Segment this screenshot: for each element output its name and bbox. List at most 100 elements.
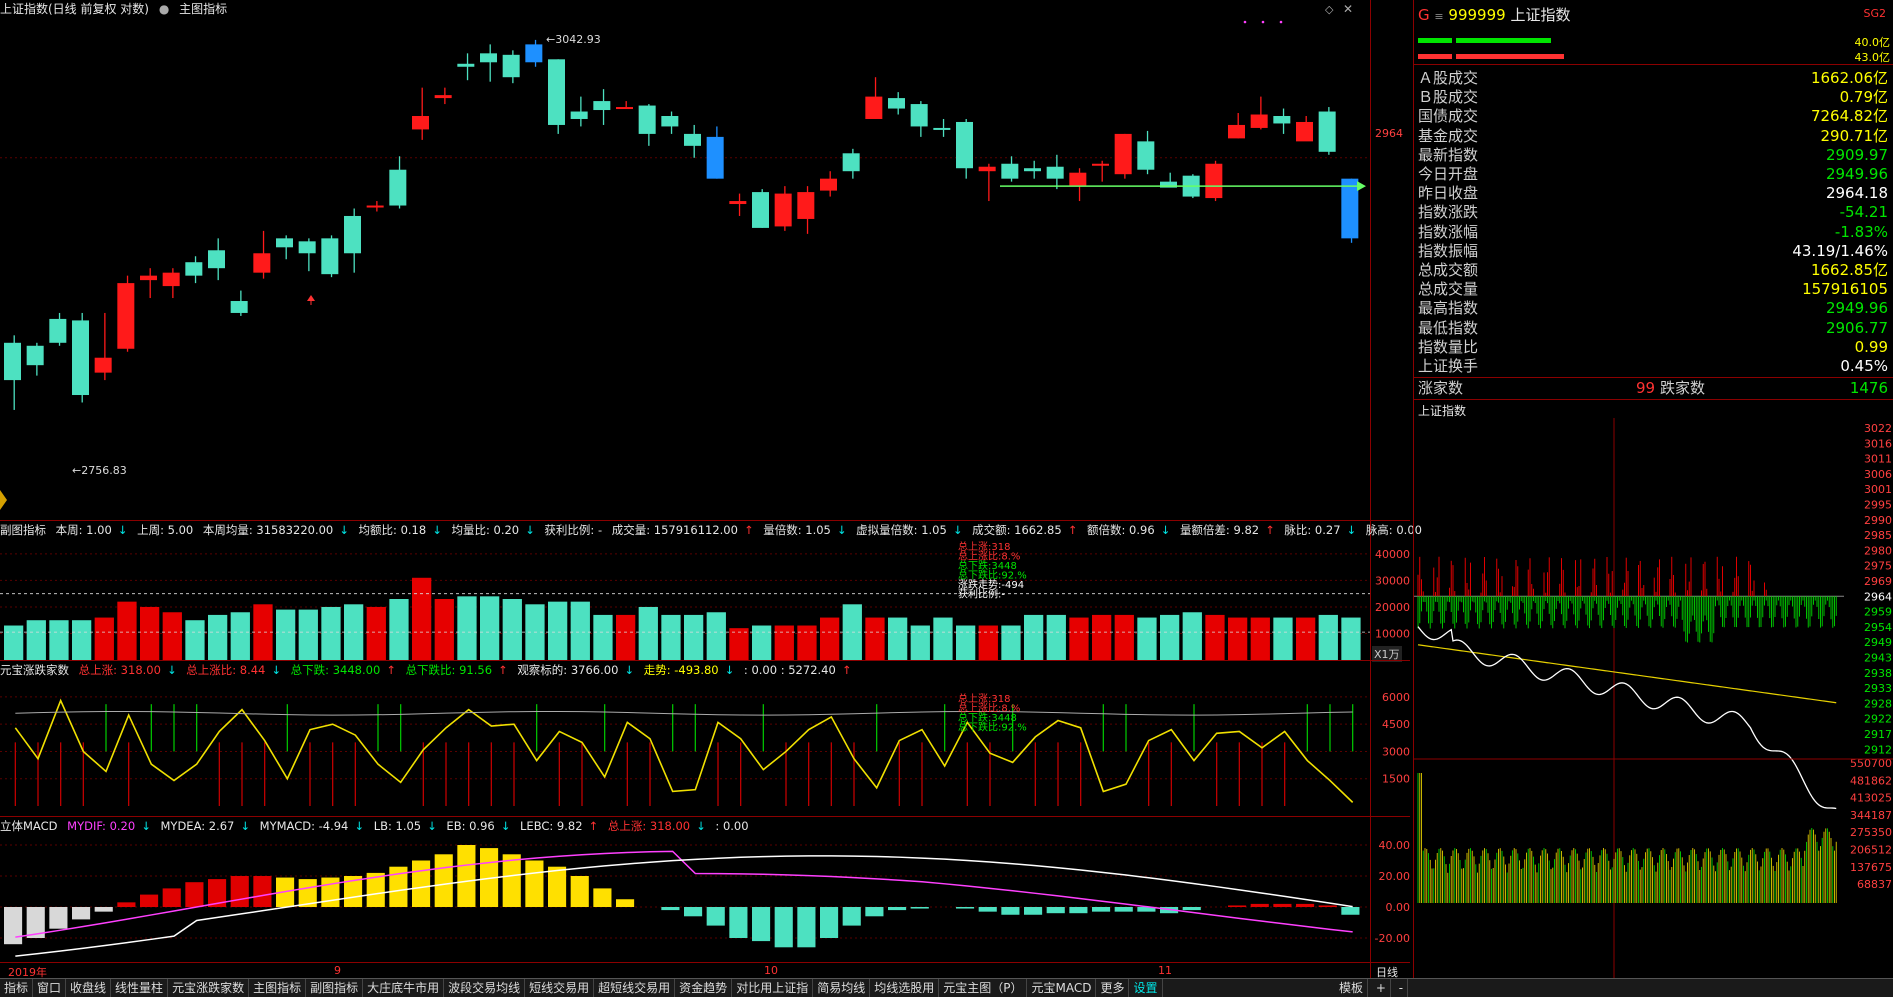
volume-bar — [570, 601, 590, 660]
volume-bar — [366, 606, 386, 660]
intraday-chart[interactable]: 3022 3016 3011 3006 3001 2995 2990 2985 2980 2975… — [1414, 418, 1893, 978]
volume-bar — [140, 606, 160, 660]
price-line — [1417, 626, 1837, 810]
tab-item[interactable]: 更多 — [1096, 979, 1130, 997]
tab-item[interactable]: 超短线交易用 — [594, 979, 676, 997]
volume-bar — [480, 596, 500, 660]
candle-body — [321, 238, 339, 275]
volume-bar — [774, 625, 794, 660]
quote-row: 基金成交 290.71亿 — [1418, 127, 1888, 146]
quote-row-label: 今日开盘 — [1418, 165, 1479, 183]
axis-label: 2975 — [1864, 560, 1892, 573]
axis-label: 20.00 — [1379, 870, 1411, 883]
sub2-name[interactable]: 元宝涨跌家数 — [0, 663, 69, 677]
macd-bar — [1069, 907, 1088, 914]
indicator-dot-icon: ● — [158, 2, 170, 16]
macd-bar — [910, 907, 929, 909]
quote-row-value: 2909.97 — [1825, 145, 1888, 164]
sub2-item: 总上涨比: 8.44 — [186, 663, 266, 677]
macd-bar — [706, 907, 725, 926]
quote-row: 指数量比 0.99 — [1418, 338, 1888, 357]
menu-icon[interactable]: ≡ — [1434, 10, 1444, 23]
macd-chart[interactable]: 40.00 20.00 0.00 -20.00 — [0, 834, 1410, 962]
buy-strength-bar — [1456, 38, 1551, 43]
macd-bar — [842, 907, 861, 926]
tab-item[interactable]: 元宝MACD — [1027, 979, 1097, 997]
main-indicator-label[interactable]: 主图指标 — [179, 2, 228, 16]
candle-body — [344, 215, 361, 254]
tab-item[interactable]: 波段交易均线 — [444, 979, 526, 997]
sub2-item: 总下跌比: 91.56 — [405, 663, 493, 677]
overlay-text: 总下跌:3448 — [958, 711, 1017, 724]
volume-bar — [502, 599, 522, 660]
macd-bar — [774, 907, 793, 948]
remove-tab-button[interactable]: - — [1395, 979, 1409, 997]
trend-arrow-head — [1357, 181, 1366, 192]
sub2-item: 总下跌: 3448.00 — [290, 663, 381, 677]
quote-row: 总成交量 157916105 — [1418, 280, 1888, 299]
sub1-item: 脉比: 0.27 — [1284, 523, 1341, 537]
tab-item[interactable]: 均线选股用 — [870, 979, 940, 997]
sub3-item: 总上涨: 318.00 — [607, 819, 691, 833]
breadth-chart[interactable]: 6000 4500 3000 1500 总上涨:318总上涨比:8.%总下跌:3448总… — [0, 678, 1410, 816]
candle-body — [842, 153, 860, 172]
quote-row-value: 1662.85亿 — [1810, 261, 1888, 279]
tab-item[interactable]: 指标 — [0, 979, 34, 997]
candlestick-chart[interactable]: ←3042.93 ←2756.83 — [0, 18, 1410, 518]
volume-chart[interactable]: 40000 30000 20000 10000 总上涨:318总上涨比:8.%总下跌:3… — [0, 538, 1410, 660]
left-scroll-handle[interactable] — [0, 490, 7, 510]
main-chart-title[interactable]: 上证指数(日线 前复权 对数) — [0, 2, 149, 16]
period-label[interactable]: 日线 — [1376, 966, 1398, 979]
tab-item[interactable]: 大庄底牛市用 — [363, 979, 445, 997]
tab-item[interactable]: 收盘线 — [66, 979, 112, 997]
axis-label: 10000 — [1375, 627, 1410, 640]
close-icon[interactable]: ✕ — [1343, 2, 1354, 16]
volume-bar — [978, 625, 998, 660]
candle-body — [1046, 166, 1064, 179]
sub2-item: 总上涨: 318.00 — [78, 663, 161, 677]
quote-row: 今日开盘 2949.96 — [1418, 165, 1888, 184]
tab-item[interactable]: 简易均线 — [813, 979, 871, 997]
axis-label: 2943 — [1864, 652, 1892, 665]
sell-strength-bar — [1418, 54, 1452, 59]
candle-body — [638, 105, 656, 134]
macd-bar — [366, 872, 385, 907]
axis-label: 3006 — [1864, 468, 1892, 481]
candle-body — [1160, 181, 1177, 188]
tab-item[interactable]: 窗口 — [33, 979, 67, 997]
tab-item[interactable]: 元宝主图（P） — [939, 979, 1028, 997]
tab-item[interactable]: 资金趋势 — [675, 979, 733, 997]
candle-body — [1205, 163, 1223, 199]
tab-item[interactable]: 短线交易用 — [525, 979, 595, 997]
tab-item[interactable]: 设置 — [1129, 979, 1163, 997]
tab-item[interactable]: 线性量柱 — [111, 979, 169, 997]
candle-body — [593, 101, 611, 111]
template-button[interactable]: 模板 — [1335, 979, 1369, 997]
macd-bar — [412, 860, 431, 907]
tab-item[interactable]: 对比用上证指 — [732, 979, 814, 997]
add-tab-button[interactable]: + — [1372, 979, 1391, 997]
macd-bar — [525, 860, 544, 907]
tab-item[interactable]: 副图指标 — [306, 979, 364, 997]
axis-label: 2985 — [1864, 529, 1892, 542]
candle-body — [752, 192, 769, 228]
sub1-name[interactable]: 副图指标 — [0, 523, 46, 537]
macd-bar — [797, 907, 816, 948]
volume-bar — [162, 612, 182, 660]
candle-body — [208, 250, 225, 269]
axis-label: 2928 — [1864, 697, 1892, 710]
tab-item[interactable]: 主图指标 — [249, 979, 307, 997]
sub1-header: 副图指标 本周: 1.00 ↓ 上周: 5.00 本周均量: 31583220.0… — [0, 523, 1422, 537]
macd-bar — [49, 907, 68, 929]
axis-label: 2980 — [1864, 544, 1892, 557]
volume-bar — [729, 628, 749, 660]
sub3-name[interactable]: 立体MACD — [0, 819, 58, 833]
macd-bar — [4, 907, 23, 945]
volume-bar — [1228, 617, 1248, 660]
collapse-icon[interactable]: ◇ — [1325, 3, 1334, 16]
macd-bar — [26, 907, 45, 938]
candle-body — [525, 44, 543, 63]
macd-bar — [978, 907, 997, 912]
tab-item[interactable]: 元宝涨跌家数 — [168, 979, 250, 997]
candle-body — [185, 262, 203, 276]
